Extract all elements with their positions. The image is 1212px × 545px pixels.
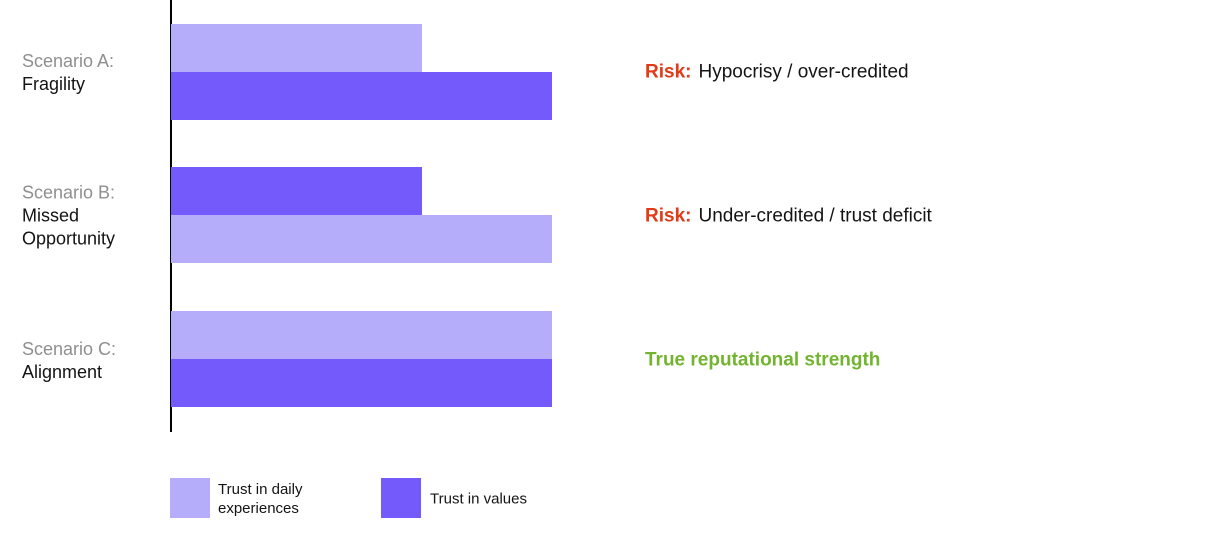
scenario-a-label-muted: Scenario A: bbox=[22, 51, 115, 71]
scenario-c-label-line1: Alignment bbox=[22, 362, 103, 382]
bar-scenario-a-trust-daily bbox=[171, 24, 423, 72]
bar-scenario-b-trust-daily bbox=[171, 215, 552, 263]
scenario-c-label: Scenario C: Alignment bbox=[22, 338, 116, 384]
legend-label-trust-daily-line1: Trust in daily bbox=[218, 481, 303, 498]
legend-label-trust-daily: Trust in daily experiences bbox=[218, 480, 302, 518]
legend-swatch-trust-daily bbox=[170, 478, 210, 518]
scenario-a-risk-text: Hypocrisy / over-credited bbox=[698, 61, 909, 83]
scenario-b-bar-group bbox=[171, 167, 552, 263]
scenario-b-risk-prefix: Risk: bbox=[645, 205, 692, 227]
scenario-b-label-line2: Opportunity bbox=[22, 228, 116, 249]
legend-label-trust-values-line1: Trust in values bbox=[430, 490, 527, 508]
scenario-a-annotation: Risk: Hypocrisy / over-credited bbox=[645, 61, 909, 84]
bar-scenario-c-trust-daily bbox=[171, 311, 552, 359]
scenario-c-label-muted: Scenario C: bbox=[22, 339, 117, 359]
scenario-b-label: Scenario B: Missed Opportunity bbox=[22, 182, 115, 251]
scenario-c-annotation: True reputational strength bbox=[645, 349, 880, 372]
scenario-a-label-line1: Fragility bbox=[22, 74, 86, 94]
scenario-c-annotation-text: True reputational strength bbox=[645, 349, 881, 371]
bar-scenario-a-trust-values bbox=[171, 72, 552, 120]
legend-label-trust-daily-line2: experiences bbox=[218, 500, 299, 517]
scenario-b-risk-text: Under-credited / trust deficit bbox=[698, 205, 932, 227]
scenario-b-label-muted: Scenario B: bbox=[22, 182, 116, 203]
scenario-b-annotation: Risk: Under-credited / trust deficit bbox=[645, 205, 932, 228]
scenario-b-label-line1: Missed bbox=[22, 205, 80, 226]
bar-scenario-c-trust-values bbox=[171, 359, 552, 407]
legend-label-trust-values: Trust in values bbox=[430, 490, 527, 509]
scenario-a-label: Scenario A: Fragility bbox=[22, 50, 114, 96]
scenario-a-bar-group bbox=[171, 24, 552, 120]
scenario-a-risk-prefix: Risk: bbox=[645, 61, 692, 83]
bar-scenario-b-trust-values bbox=[171, 167, 423, 215]
scenario-c-bar-group bbox=[171, 311, 552, 407]
legend-swatch-trust-values bbox=[381, 478, 421, 518]
